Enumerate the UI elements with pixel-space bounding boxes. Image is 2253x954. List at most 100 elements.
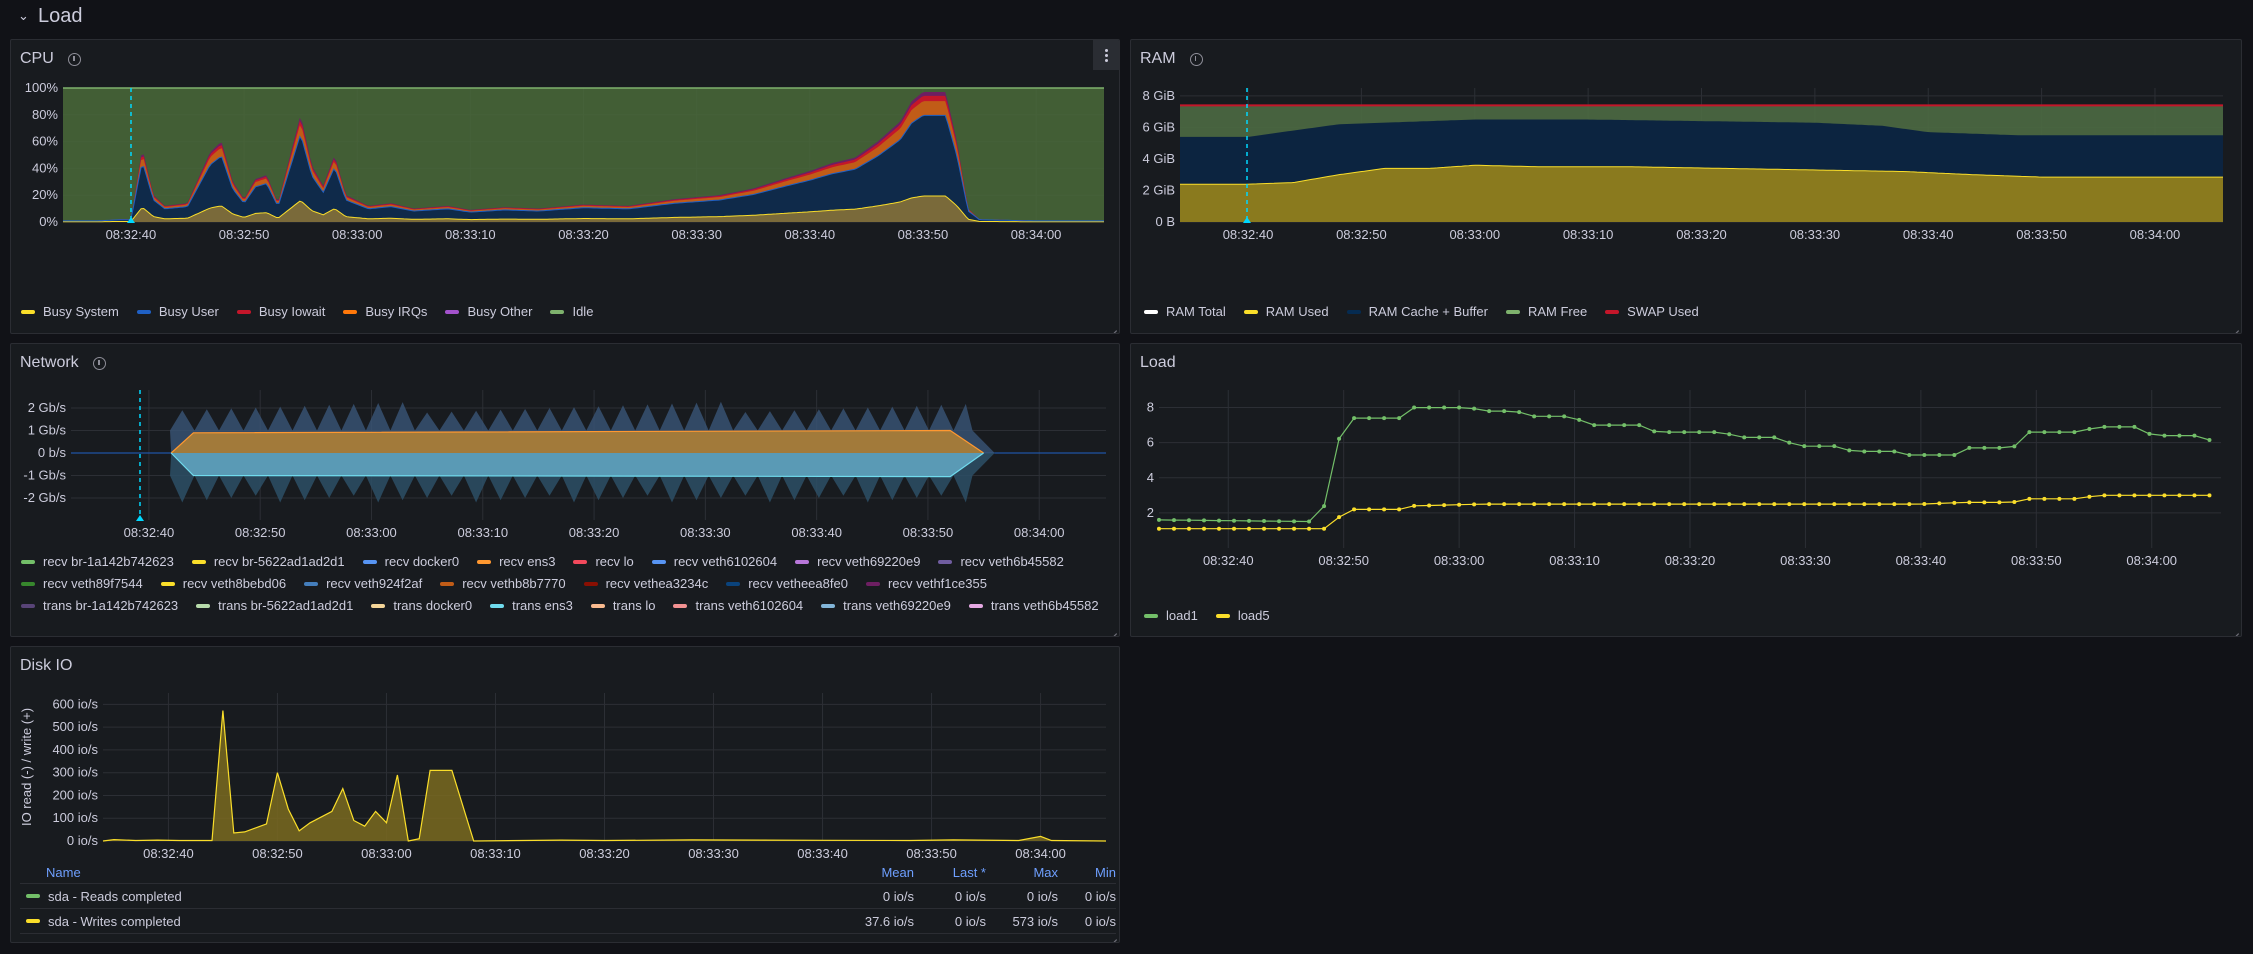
table-row[interactable]: sda - Reads completed 0 io/s 0 io/s 0 io… <box>20 884 1116 909</box>
legend-item[interactable]: Busy IRQs <box>343 304 427 319</box>
resize-handle[interactable] <box>1107 624 1117 634</box>
series-name[interactable]: sda - Writes completed <box>48 913 181 929</box>
legend-item[interactable]: recv lo <box>573 554 634 569</box>
chevron-down-icon[interactable]: ⌄ <box>18 8 29 23</box>
legend-item[interactable]: load1 <box>1144 608 1198 623</box>
column-header-min[interactable]: Min <box>1095 864 1116 880</box>
cpu-chart[interactable]: 08:32:40 08:32:50 08:33:00 08:33:10 08:33:20… <box>11 74 1120 299</box>
legend-item[interactable]: trans lo <box>590 598 656 613</box>
load5-point <box>1217 526 1222 531</box>
legend-item[interactable]: SWAP Used <box>1605 304 1699 319</box>
legend-item[interactable]: trans br-5622ad1ad2d1 <box>196 598 353 613</box>
column-header-name[interactable]: Name <box>46 864 81 880</box>
column-header-mean[interactable]: Mean <box>881 864 914 880</box>
legend-label: recv vethea3234c <box>605 576 709 591</box>
legend-label: recv veth924f2af <box>326 576 423 591</box>
cell-max: 0 io/s <box>1026 888 1058 904</box>
legend-item[interactable]: recv vethb8b7770 <box>440 576 566 591</box>
legend-item[interactable]: recv docker0 <box>362 554 459 569</box>
legend-item[interactable]: recv vethea3234c <box>583 576 709 591</box>
load1-point <box>1157 517 1161 522</box>
info-icon[interactable] <box>67 52 81 66</box>
series-swatch <box>583 581 598 586</box>
column-header-max[interactable]: Max <box>1033 864 1058 880</box>
load5-point <box>1922 501 1927 506</box>
legend-item[interactable]: trans veth6102604 <box>673 598 803 613</box>
legend-item[interactable]: Busy Iowait <box>236 304 325 319</box>
x-tick-label: 08:33:50 <box>903 525 954 540</box>
panel-menu-button[interactable] <box>1093 40 1119 70</box>
busy-user-area <box>63 115 1104 222</box>
legend-item[interactable]: Busy User <box>136 304 219 319</box>
ram-panel-header[interactable]: RAM <box>1140 48 1203 70</box>
network-panel-header[interactable]: Network <box>20 352 106 374</box>
legend-label: trans lo <box>612 598 656 613</box>
legend-item[interactable]: recv veth924f2af <box>304 576 422 591</box>
legend-item[interactable]: RAM Free <box>1505 304 1587 319</box>
legend-item[interactable]: recv veth6102604 <box>651 554 777 569</box>
ram-chart[interactable]: 08:32:40 08:32:50 08:33:00 08:33:10 08:33:20… <box>1131 74 2242 299</box>
resize-handle[interactable] <box>2229 624 2239 634</box>
writes-line <box>102 710 1107 842</box>
legend-item[interactable]: load5 <box>1215 608 1270 623</box>
info-icon[interactable] <box>92 356 106 370</box>
legend-label: Busy System <box>43 304 119 319</box>
series-swatch <box>343 309 358 314</box>
load1-point <box>1337 436 1342 441</box>
disk-io-panel-header[interactable]: Disk IO <box>20 655 72 677</box>
info-icon[interactable] <box>1189 52 1203 66</box>
legend-item[interactable]: RAM Used <box>1243 304 1329 319</box>
load1-point <box>1187 518 1192 523</box>
legend-item[interactable]: recv veth69220e9 <box>795 554 920 569</box>
legend-item[interactable]: recv br-1a142b742623 <box>21 554 174 569</box>
series-name[interactable]: sda - Reads completed <box>48 888 182 904</box>
cpu-panel-title: CPU <box>20 50 54 67</box>
column-header-last[interactable]: Last * <box>952 864 986 880</box>
legend-item[interactable]: RAM Cache + Buffer <box>1346 304 1488 319</box>
x-tick-label: 08:33:10 <box>1549 553 1600 568</box>
row-header-load[interactable]: ⌄ Load <box>0 0 2253 32</box>
legend-label: recv veth89f7544 <box>43 576 143 591</box>
load-panel-header[interactable]: Load <box>1140 352 1176 374</box>
legend-item[interactable]: recv vethf1ce355 <box>865 576 987 591</box>
legend-item[interactable]: trans ens3 <box>490 598 573 613</box>
legend-item[interactable]: Idle <box>550 304 593 319</box>
legend-item[interactable]: Busy System <box>21 304 119 319</box>
legend-label: RAM Cache + Buffer <box>1368 304 1488 319</box>
cpu-panel-header[interactable]: CPU <box>20 48 81 70</box>
legend-item[interactable]: RAM Total <box>1144 304 1226 319</box>
load1-point <box>2102 424 2107 429</box>
legend-item[interactable]: trans docker0 <box>371 598 472 613</box>
resize-handle[interactable] <box>1107 321 1117 331</box>
legend-item[interactable]: trans veth69220e9 <box>821 598 951 613</box>
series-swatch <box>573 559 588 564</box>
resize-handle[interactable] <box>2229 321 2239 331</box>
legend-item[interactable]: trans br-1a142b742623 <box>21 598 178 613</box>
x-tick-label: 08:34:00 <box>1014 525 1065 540</box>
legend-label: recv vethf1ce355 <box>887 576 987 591</box>
legend-item[interactable]: recv veth6b45582 <box>938 554 1064 569</box>
resize-handle[interactable] <box>1107 930 1117 940</box>
disk-io-chart[interactable]: 08:32:40 08:32:50 08:33:00 08:33:10 08:33:20… <box>11 679 1120 899</box>
load1-point <box>2147 431 2152 436</box>
table-row[interactable]: sda - Writes completed 37.6 io/s 0 io/s … <box>20 909 1116 934</box>
legend-label: recv vethb8b7770 <box>462 576 566 591</box>
x-tick-label: 08:33:10 <box>470 846 521 861</box>
cell-min: 0 io/s <box>1084 888 1116 904</box>
legend-item[interactable]: recv vetheea8fe0 <box>726 576 848 591</box>
busy-system-line <box>63 195 1104 223</box>
legend-item[interactable]: recv br-5622ad1ad2d1 <box>191 554 345 569</box>
load-chart[interactable]: 08:32:40 08:32:50 08:33:00 08:33:10 08:33:20… <box>1131 378 2242 608</box>
load1-point <box>2057 430 2062 435</box>
legend-item[interactable]: recv veth8bebd06 <box>160 576 286 591</box>
legend-label: trans docker0 <box>393 598 473 613</box>
legend-item[interactable]: recv ens3 <box>477 554 555 569</box>
network-chart[interactable]: 08:32:40 08:32:50 08:33:00 08:33:10 08:33:20… <box>11 378 1120 578</box>
legend-item[interactable]: Busy Other <box>445 304 532 319</box>
legend-item[interactable]: trans veth6b45582 <box>968 598 1099 613</box>
load5-point <box>2057 496 2062 501</box>
ram-used-area <box>1180 165 2223 222</box>
load1-point <box>1397 416 1402 421</box>
y-tick-label: -2 Gb/s <box>23 490 66 505</box>
legend-item[interactable]: recv veth89f7544 <box>21 576 143 591</box>
